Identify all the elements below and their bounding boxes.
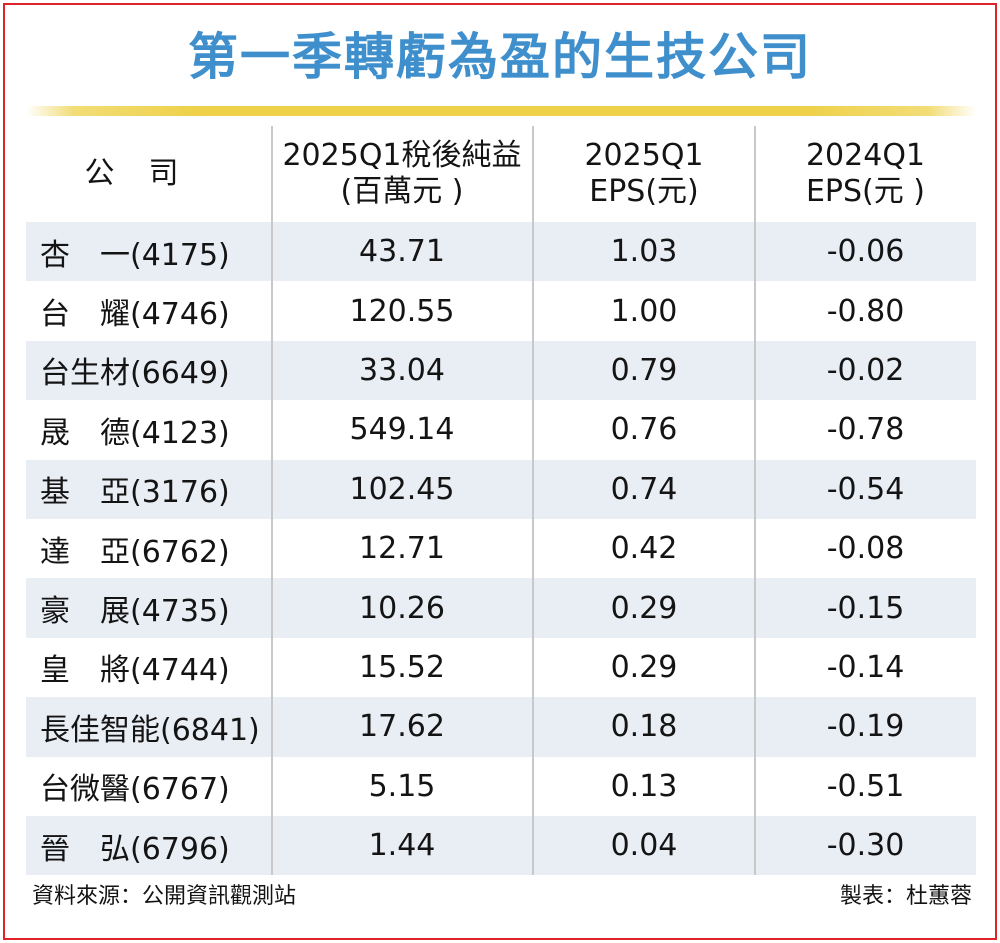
eps-2025q1-cell: 0.29 [610, 649, 678, 685]
net-income-cell: 102.45 [349, 471, 455, 507]
net-income-cell: 120.55 [349, 293, 455, 329]
header-eps-2024q1-line2: EPS(元 ) [805, 174, 926, 209]
eps-2024q1-cell: -0.19 [826, 709, 905, 745]
eps-2025q1-cell: 0.29 [610, 590, 678, 626]
header-eps-2025q1-line2: EPS(元) [589, 174, 699, 209]
table-title: 第一季轉虧為盈的生技公司 [188, 28, 812, 86]
header-net-income-line1: 2025Q1稅後純益 [282, 138, 522, 173]
eps-2024q1-cell: -0.15 [826, 590, 905, 626]
table-header: 公司 2025Q1稅後純益 (百萬元 ) 2025Q1 EPS(元) 2024Q… [26, 126, 976, 222]
eps-2025q1-cell: 0.04 [610, 828, 678, 864]
header-eps-2025q1: 2025Q1 EPS(元) [533, 126, 755, 222]
column-divider [532, 126, 534, 875]
net-income-cell: 33.04 [359, 352, 445, 388]
table-row: 台 耀(4746) 120.55 1.00 -0.80 [26, 281, 976, 340]
table-row: 杏 一(4175) 43.71 1.03 -0.06 [26, 222, 976, 282]
table-row: 晉 弘(6796) 1.44 0.04 -0.30 [26, 816, 976, 876]
eps-2025q1-cell: 0.42 [610, 531, 678, 567]
net-income-cell: 1.44 [368, 828, 436, 864]
company-cell: 晉 弘(6796) [40, 831, 230, 867]
net-income-cell: 5.15 [368, 768, 436, 804]
company-cell: 達 亞(6762) [40, 534, 230, 570]
eps-2025q1-cell: 0.18 [610, 709, 678, 745]
eps-2025q1-cell: 0.76 [610, 412, 678, 448]
column-divider [271, 126, 273, 875]
table-row: 基 亞(3176) 102.45 0.74 -0.54 [26, 459, 976, 519]
eps-2024q1-cell: -0.51 [826, 768, 905, 804]
eps-2024q1-cell: -0.02 [826, 352, 905, 388]
header-company: 公司 [26, 126, 271, 222]
eps-2025q1-cell: 1.03 [610, 234, 678, 270]
net-income-cell: 10.26 [359, 590, 445, 626]
net-income-cell: 549.14 [349, 412, 455, 448]
company-cell: 台 耀(4746) [40, 297, 230, 333]
header-eps-2024q1-line1: 2024Q1 [805, 138, 926, 173]
eps-2024q1-cell: -0.30 [826, 828, 905, 864]
company-cell: 皇 將(4744) [40, 653, 230, 689]
table-row: 皇 將(4744) 15.52 0.29 -0.14 [26, 638, 976, 697]
eps-2024q1-cell: -0.14 [826, 649, 905, 685]
column-divider [754, 126, 756, 875]
table-row: 晟 德(4123) 549.14 0.76 -0.78 [26, 400, 976, 459]
table-body: 杏 一(4175) 43.71 1.03 -0.06 台 耀(4746) 120… [26, 222, 976, 876]
header-eps-2025q1-line1: 2025Q1 [584, 138, 704, 173]
eps-2024q1-cell: -0.08 [826, 531, 905, 567]
table-row: 台微醫(6767) 5.15 0.13 -0.51 [26, 757, 976, 816]
source-note: 資料來源：公開資訊觀測站 [32, 884, 297, 909]
net-income-cell: 17.62 [359, 709, 445, 745]
table-row: 台生材(6649) 33.04 0.79 -0.02 [26, 340, 976, 401]
table-row: 達 亞(6762) 12.71 0.42 -0.08 [26, 519, 976, 578]
figure-frame [3, 3, 997, 940]
eps-2024q1-cell: -0.80 [826, 293, 905, 329]
company-cell: 晟 德(4123) [40, 415, 230, 451]
company-cell: 杏 一(4175) [40, 237, 230, 273]
eps-2024q1-cell: -0.78 [826, 412, 905, 448]
table-row: 長佳智能(6841) 17.62 0.18 -0.19 [26, 697, 976, 757]
header-company-line: 公司 [84, 156, 213, 191]
company-cell: 長佳智能(6841) [40, 712, 260, 748]
company-cell: 台微醫(6767) [40, 772, 230, 808]
eps-2024q1-cell: -0.06 [826, 234, 905, 270]
net-income-cell: 15.52 [359, 649, 445, 685]
eps-2024q1-cell: -0.54 [826, 471, 905, 507]
eps-2025q1-cell: 0.74 [610, 471, 678, 507]
company-cell: 基 亞(3176) [40, 475, 230, 511]
header-net-income-line2: (百萬元 ) [340, 174, 464, 209]
net-income-cell: 43.71 [359, 234, 445, 270]
company-cell: 豪 展(4735) [40, 594, 230, 630]
title-underline [26, 106, 976, 116]
company-cell: 台生材(6649) [40, 356, 230, 392]
net-income-cell: 12.71 [359, 531, 445, 567]
header-net-income: 2025Q1稅後純益 (百萬元 ) [271, 126, 533, 222]
eps-2025q1-cell: 1.00 [610, 293, 678, 329]
credit-note: 製表：杜蕙蓉 [839, 884, 972, 909]
header-eps-2024q1: 2024Q1 EPS(元 ) [755, 126, 976, 222]
eps-2025q1-cell: 0.79 [610, 352, 678, 388]
table-row: 豪 展(4735) 10.26 0.29 -0.15 [26, 578, 976, 638]
eps-2025q1-cell: 0.13 [610, 768, 678, 804]
